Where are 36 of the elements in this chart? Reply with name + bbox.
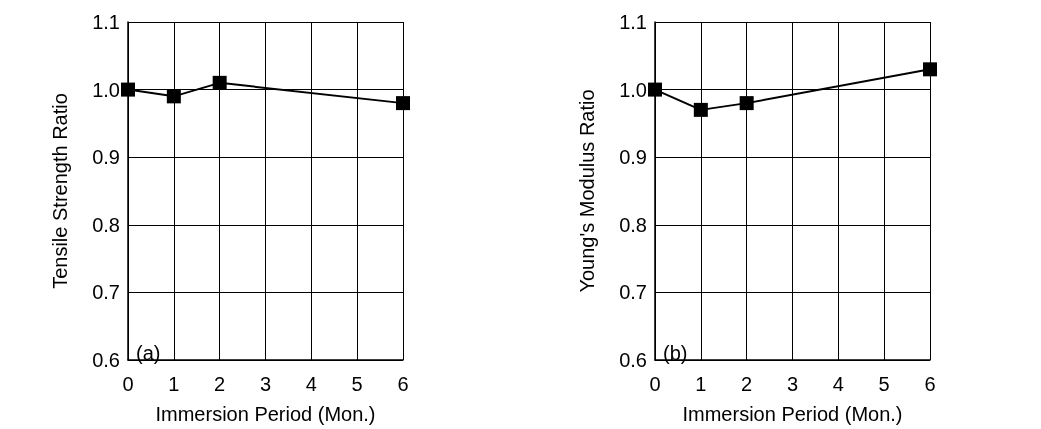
x-tick-label: 3 — [259, 373, 272, 395]
x-axis-title: Immersion Period (Mon.) — [682, 403, 903, 425]
x-tick-label: 6 — [397, 373, 409, 395]
x-tick-label: 5 — [351, 373, 363, 395]
y-tick-label: 0.7 — [619, 281, 647, 304]
x-axis-title: Immersion Period (Mon.) — [155, 403, 376, 425]
x-tick-label: 1 — [695, 373, 707, 395]
annotation: (a) — [136, 342, 161, 364]
y-tick-label: 0.7 — [92, 281, 120, 304]
y-tick-label: 0.8 — [92, 213, 120, 236]
y-tick-label: 0.9 — [619, 146, 647, 169]
y-axis-title: Young's Modulus Ratio — [576, 89, 598, 293]
y-tick-label: 0.8 — [619, 213, 647, 236]
x-tick-label: 5 — [878, 373, 890, 395]
y-tick-label: 1.0 — [619, 78, 647, 101]
x-tick-label: 0 — [649, 373, 661, 395]
y-axis-title: Tensile Strength Ratio — [49, 93, 71, 289]
annotation: (b) — [663, 342, 688, 364]
point — [739, 96, 754, 111]
x-tick-label: 3 — [786, 373, 799, 395]
y-tick-label: 1.1 — [619, 11, 647, 33]
y-tick-label: 1.0 — [92, 78, 120, 101]
x-tick-label: 1 — [168, 373, 180, 395]
x-tick-label: 0 — [122, 373, 134, 395]
y-tick-label: 1.1 — [92, 11, 120, 33]
x-tick-label: 2 — [741, 373, 753, 395]
x-tick-label: 6 — [924, 373, 936, 395]
x-tick-label: 4 — [832, 373, 844, 395]
point — [923, 62, 937, 77]
y-tick-label: 0.6 — [92, 349, 120, 371]
point — [648, 82, 662, 97]
y-tick-label: 0.6 — [619, 349, 647, 371]
point — [693, 102, 708, 117]
y-tick-label: 0.9 — [92, 146, 120, 169]
x-tick-label: 2 — [214, 373, 226, 395]
x-tick-label: 4 — [305, 373, 317, 395]
